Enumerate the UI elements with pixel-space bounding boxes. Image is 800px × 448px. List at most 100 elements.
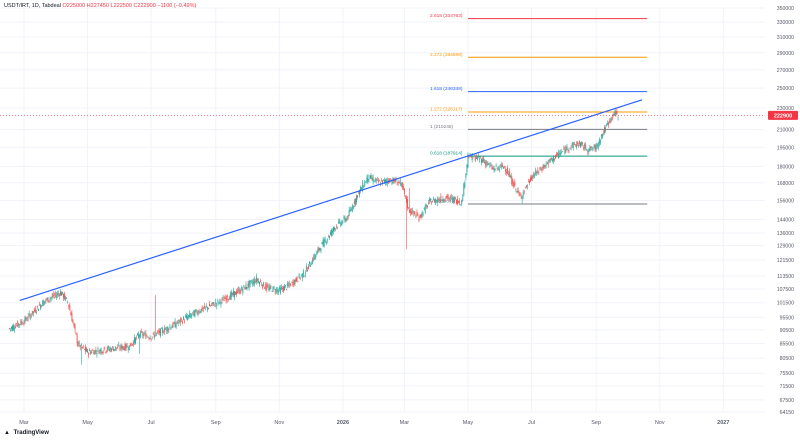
candle-body: [31, 310, 33, 315]
candle-body: [435, 199, 437, 204]
candle-body: [394, 179, 396, 183]
candle-body: [481, 158, 482, 163]
candle-body: [586, 149, 588, 151]
x-tick-label: 2027: [717, 420, 729, 426]
candle-body: [489, 164, 491, 166]
candle-body: [287, 283, 289, 286]
candle-body: [466, 164, 468, 173]
y-tick-label: 136000: [777, 231, 794, 237]
candle-body: [499, 164, 501, 166]
candle-body: [525, 185, 527, 187]
candle-body: [200, 308, 202, 313]
trendline[interactable]: [19, 99, 643, 301]
candle-body: [78, 342, 80, 345]
candle-body: [341, 221, 343, 225]
y-tick-label: 230000: [777, 106, 794, 112]
candle-body: [162, 328, 164, 333]
candle-body: [406, 196, 407, 203]
candle-body: [236, 291, 238, 295]
candle-body: [501, 164, 503, 167]
candle-body: [449, 196, 451, 199]
candle-body: [248, 281, 250, 288]
candle-body: [514, 181, 516, 186]
candle-body: [503, 166, 505, 167]
candle-body: [425, 205, 427, 207]
candle-body: [507, 167, 509, 175]
candle-body: [485, 160, 487, 166]
candle-body: [554, 158, 555, 160]
candle-body: [245, 284, 247, 289]
y-tick-label: 195000: [777, 145, 794, 151]
candle-body: [85, 346, 86, 352]
candle-body: [228, 298, 230, 300]
candle-body: [616, 111, 618, 114]
candle-body: [340, 222, 342, 226]
candle-body: [418, 218, 420, 222]
x-tick-label: Nov: [274, 420, 284, 426]
candle-body: [133, 337, 135, 343]
candle-body: [461, 200, 463, 205]
candle-body: [43, 300, 45, 306]
candle-body: [180, 318, 182, 320]
candle-body: [273, 287, 275, 289]
candle-body: [194, 310, 196, 317]
candle-body: [359, 189, 361, 196]
candle-body: [476, 156, 478, 160]
candle-body: [66, 297, 68, 299]
candle-body: [385, 179, 387, 184]
candle-body: [50, 297, 52, 299]
candle-body: [537, 169, 539, 174]
candle-body: [617, 117, 619, 119]
candle-body: [330, 229, 332, 236]
candle-body: [112, 346, 114, 348]
candle-body: [388, 178, 390, 183]
candle-body: [518, 192, 520, 194]
candle-body: [212, 302, 214, 304]
candle-body: [344, 217, 346, 222]
candle-body: [93, 351, 95, 355]
candle-body: [483, 157, 485, 162]
candle-body: [215, 301, 217, 304]
candle-body: [53, 295, 55, 296]
candle-body: [502, 166, 504, 169]
candle-body: [130, 344, 132, 346]
candle-body: [210, 305, 211, 307]
x-tick-label: 2026: [337, 420, 349, 426]
candle-body: [275, 288, 277, 293]
candle-body: [57, 293, 59, 295]
candle-body: [322, 240, 324, 246]
last-price-label: 222900: [774, 114, 792, 120]
symbol-label[interactable]: USDT/IRT, 1D, Tabdeal: [4, 3, 61, 9]
candle-body: [378, 180, 380, 182]
candle-body: [400, 183, 402, 186]
candle-body: [350, 209, 352, 211]
candle-body: [159, 330, 160, 334]
candle-body: [75, 332, 77, 335]
candle-body: [568, 150, 570, 151]
x-tick-label: May: [82, 420, 93, 426]
candle-body: [601, 133, 603, 138]
candle-body: [414, 212, 416, 215]
fib-level-label: 0 (153668): [430, 198, 454, 204]
candle-body: [381, 180, 382, 182]
candle-body: [18, 323, 20, 326]
candle-body: [477, 155, 479, 158]
candle-body: [598, 139, 600, 145]
candle-body: [122, 346, 124, 349]
candle-body: [465, 173, 467, 178]
candle-body: [143, 334, 145, 337]
candle-body: [570, 146, 572, 148]
candle-body: [547, 160, 549, 166]
candle-body: [555, 155, 556, 159]
branding[interactable]: ▲ TradingView: [4, 430, 49, 436]
candle-body: [363, 186, 365, 188]
candle-body: [283, 286, 284, 292]
candle-body: [451, 197, 453, 201]
candle-body: [27, 316, 29, 319]
candle-body: [49, 298, 51, 300]
candle-body: [92, 350, 94, 352]
candle-body: [139, 334, 141, 337]
candle-body: [136, 337, 137, 338]
